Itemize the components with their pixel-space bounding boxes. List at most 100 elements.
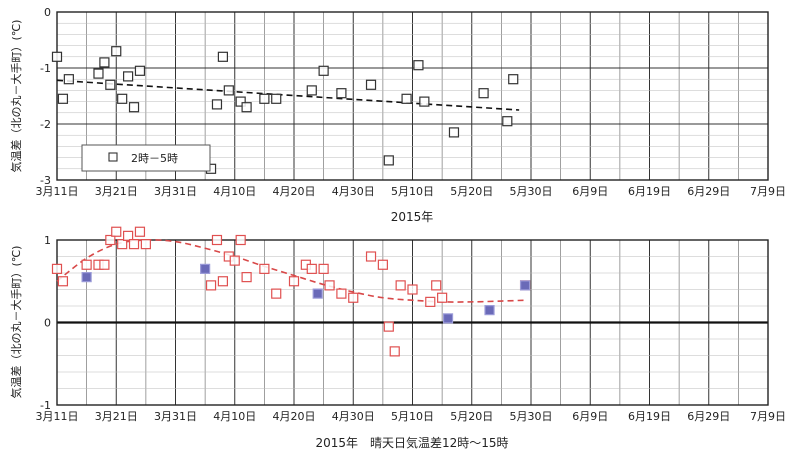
x-tick-label: 3月21日 [95,185,138,198]
x-tick-label: 5月20日 [450,410,493,423]
data-point [288,276,300,287]
x-tick-label: 5月30日 [510,185,553,198]
data-point-filled [484,305,495,316]
data-point [111,226,122,237]
data-point [93,68,104,79]
chart-bottom-yticks: 1 0 -1 [40,234,51,412]
data-point [140,239,151,250]
x-tick-label: 4月10日 [213,185,256,198]
y-tick-label: -1 [40,62,51,75]
data-point [348,292,359,303]
data-point [259,263,270,274]
chart-top-plot-frame [56,11,769,181]
data-point [377,259,388,270]
chart-top-ylabel: 気温差（北の丸－大手町）(℃) [9,20,23,173]
data-point [389,346,400,357]
data-point [51,51,63,62]
legend-box [81,144,211,172]
x-tick-label: 4月20日 [273,410,316,423]
data-point [401,93,412,104]
y-tick-label: -2 [40,118,51,131]
data-point [51,263,63,274]
chart-bottom-xlabel: 2015年 晴天日気温差12時～15時 [315,435,508,450]
data-point [211,99,223,110]
data-point [241,272,252,283]
data-point [205,280,217,291]
data-point [128,239,140,250]
data-point [437,292,448,303]
chart-bottom-plot-frame [56,239,769,406]
data-point [425,296,436,307]
x-tick-label: 7月9日 [750,410,786,423]
x-tick-label: 4月30日 [332,410,375,423]
chart-top-trendline [56,79,520,111]
x-tick-label: 4月30日 [332,185,375,198]
data-point [383,155,394,166]
data-point [271,93,282,104]
data-point [122,71,134,82]
x-tick-label: 6月19日 [628,410,671,423]
data-point [241,102,252,113]
chart-top-yticks: 0 -1 -2 -3 [40,6,51,187]
data-point-filled [312,288,323,299]
legend-label: 2時－5時 [131,152,178,165]
chart-bottom-ylabel: 気温差（北の丸－大手町）(℃) [9,246,23,399]
x-tick-label: 4月20日 [273,185,316,198]
chart-top-points [51,46,519,174]
data-point [99,259,110,270]
x-tick-label: 3月11日 [36,410,79,423]
y-tick-label: 0 [44,6,51,19]
data-point [211,234,223,246]
data-point [81,259,92,270]
legend-marker [108,152,118,162]
y-tick-label: -3 [40,174,51,187]
x-tick-label: 6月9日 [572,185,608,198]
x-tick-label: 3月31日 [154,185,197,198]
data-point [383,321,394,332]
data-point [318,65,329,76]
chart-top-xticks: 3月11日 3月21日 3月31日 4月10日 4月20日 4月30日 5月10日 5月20日… [36,185,787,198]
data-point-filled [81,272,92,283]
data-point [57,276,69,287]
data-point [478,88,489,99]
data-point [413,60,424,71]
data-point-filled [519,280,531,291]
y-tick-label: -1 [40,399,51,412]
data-point [318,263,329,274]
chart-top-grid [57,12,768,180]
y-tick-label: 0 [44,317,51,330]
data-point [365,251,377,262]
data-point [111,46,122,57]
data-point [223,85,234,96]
data-point [63,74,74,85]
chart-top-legend: 2時－5時 [81,144,211,172]
data-point [217,51,228,62]
x-tick-label: 5月20日 [450,185,493,198]
x-tick-label: 3月21日 [95,410,138,423]
x-tick-label: 7月9日 [750,185,786,198]
data-point [306,85,317,96]
chart-top: 0 -1 -2 -3 3月11日 3月21日 3月31日 4月10日 4月20日 4月30日 5月… [9,6,786,224]
data-point [57,93,69,104]
data-point [217,276,228,287]
chart-bottom: 1 0 -1 3月11日 3月21日 3月31日 4月10日 4月20日 4月30日 5月10日… [9,226,787,450]
x-tick-label: 6月29日 [687,410,730,423]
data-point [419,96,430,107]
data-point [99,57,110,68]
x-tick-label: 5月30日 [510,410,553,423]
data-point [105,79,116,90]
data-point [235,96,246,107]
data-point [128,102,140,113]
chart-bottom-points [51,226,531,357]
chart-bottom-xticks: 3月11日 3月21日 3月31日 4月10日 4月20日 4月30日 5月10日 5月20日… [36,410,787,423]
x-tick-label: 6月9日 [572,410,608,423]
chart-top-xlabel: 2015年 [391,210,434,224]
data-point [336,288,347,299]
x-tick-label: 3月31日 [154,410,197,423]
data-point [502,116,513,127]
y-tick-label: 1 [44,234,51,247]
x-tick-label: 5月10日 [391,185,434,198]
x-tick-label: 6月19日 [628,185,671,198]
data-point [259,93,270,104]
